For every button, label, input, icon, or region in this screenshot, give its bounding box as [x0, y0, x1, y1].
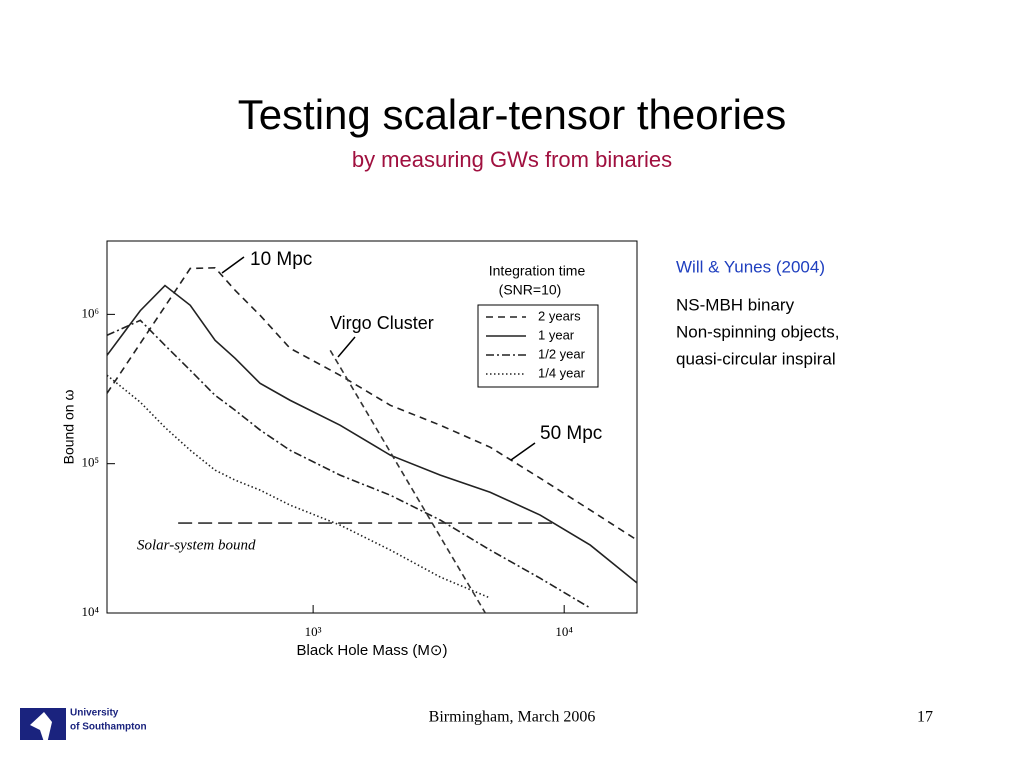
slide-subtitle: by measuring GWs from binaries — [352, 147, 672, 172]
plot-frame — [106, 240, 638, 614]
arrow — [510, 442, 536, 461]
reference-line — [329, 349, 486, 614]
x-tick-label: 10³ — [305, 624, 322, 639]
y-tick-label: 10⁴ — [81, 604, 99, 619]
legend-label: 1 year — [538, 327, 575, 342]
legend-title: Integration time — [489, 263, 586, 279]
logo-shape — [30, 712, 52, 748]
annotation: 10 Mpc — [250, 249, 312, 270]
slide-title: Testing scalar-tensor theories — [238, 91, 787, 138]
arrow — [221, 256, 245, 274]
series-group — [107, 267, 637, 609]
note: quasi-circular inspiral — [676, 349, 836, 368]
legend-label: 2 years — [538, 308, 581, 323]
footer: Birmingham, March 2006 — [429, 709, 596, 726]
logo-text: of Southampton — [70, 722, 147, 733]
legend-label: 1/2 year — [538, 346, 586, 361]
x-tick-label: 10⁴ — [555, 624, 573, 639]
y-axis-label: Bound on ω — [61, 390, 77, 465]
series-line — [107, 319, 591, 609]
note: Non-spinning objects, — [676, 322, 839, 341]
x-axis-label: Black Hole Mass (M⊙) — [297, 642, 448, 659]
series-line — [107, 374, 491, 599]
arrow — [337, 336, 356, 358]
legend-box — [477, 304, 599, 388]
y-tick-label: 10⁵ — [81, 455, 99, 470]
series-line — [107, 284, 637, 584]
annotation: 50 Mpc — [540, 423, 602, 444]
legend-label: 1/4 year — [538, 365, 586, 380]
plot: 10⁴ 10⁵ 10⁶ 10³ 10⁴ Virgo Cluster Solar-system… — [81, 249, 637, 639]
annotation: Solar-system bound — [137, 537, 256, 553]
annotation: Virgo Cluster — [330, 313, 434, 333]
logo: University of Southampton — [20, 708, 147, 748]
reference: Will & Yunes (2004) — [676, 257, 825, 276]
page-number: 17 — [917, 709, 933, 726]
legend-title: (SNR=10) — [499, 282, 562, 298]
logo-text: University — [70, 708, 119, 719]
note: NS-MBH binary — [676, 295, 795, 314]
y-tick-label: 10⁶ — [81, 305, 99, 320]
